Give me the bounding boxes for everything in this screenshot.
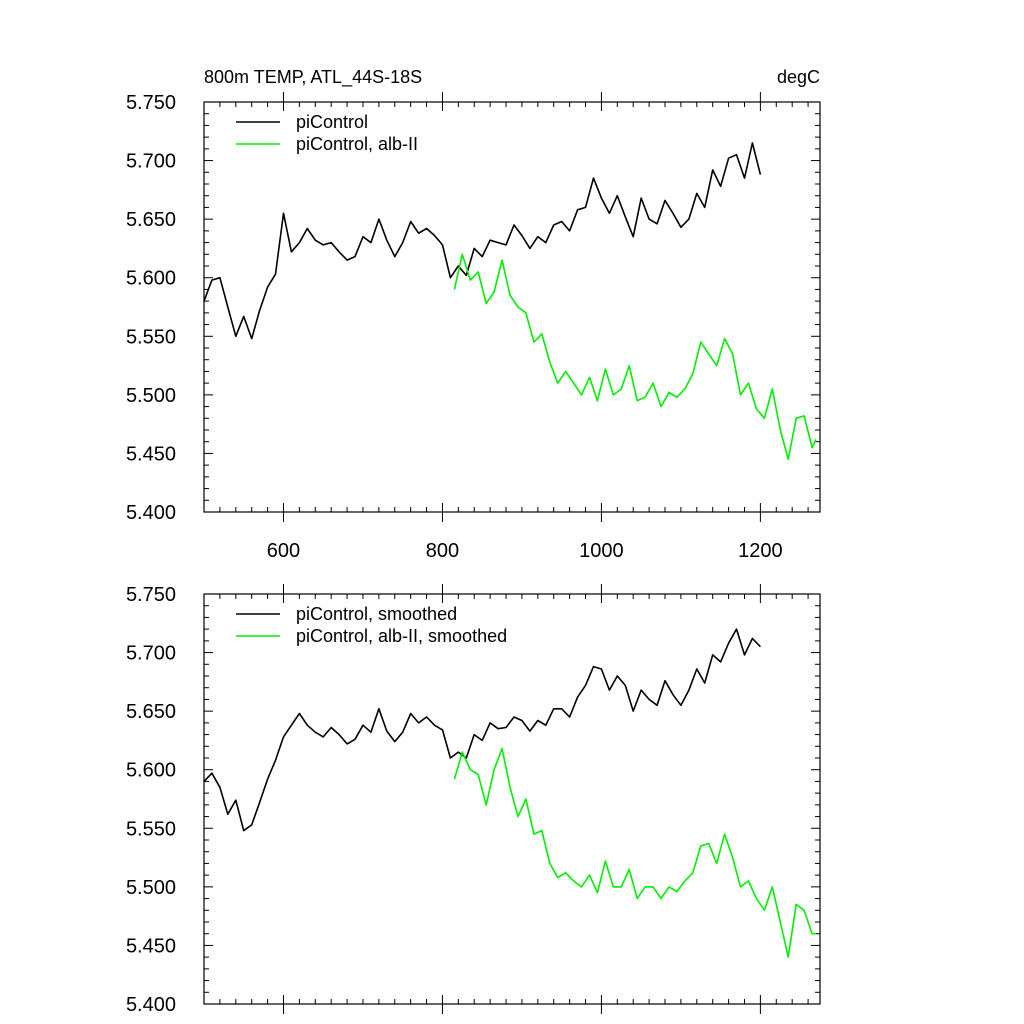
units-label: degC [777,67,820,87]
y-tick-label: 5.400 [126,994,176,1016]
y-tick-label: 5.600 [126,268,176,290]
y-tick-label: 5.450 [126,935,176,957]
legend-label: piControl [296,112,368,132]
top-panel: 5.400 5.450 5.500 5.550 5.600 5.650 5.700 5.750… [126,92,821,562]
y-tick-label: 5.700 [126,643,176,665]
y-tick-label: 5.450 [126,443,176,465]
y-tick-label: 5.550 [126,818,176,840]
y-tick-label: 5.400 [126,502,176,524]
y-tick-label: 5.750 [126,584,176,606]
legend-label: piControl, alb-II, smoothed [296,626,507,646]
series-line-2 [453,253,817,461]
y-tick-label: 5.650 [126,701,176,723]
y-tick-label: 5.700 [126,151,176,173]
series-line-1 [203,142,762,340]
y-tick-label: 5.500 [126,877,176,899]
plot-frame [203,101,821,513]
y-tick-label: 5.750 [126,92,176,114]
x-tick-label: 800 [426,540,459,562]
plot-frame [203,593,821,1005]
legend-label: piControl, alb-II [296,134,418,154]
chart-title: 800m TEMP, ATL_44S-18S [204,67,422,88]
x-tick-label: 1000 [579,540,624,562]
y-tick-label: 5.550 [126,326,176,348]
y-tick-label: 5.600 [126,760,176,782]
series-line-1 [203,628,761,832]
bottom-panel: 5.400 5.450 5.500 5.550 5.600 5.650 5.700 5.750… [126,584,821,1016]
y-tick-label: 5.500 [126,385,176,407]
x-tick-label: 1200 [738,540,783,562]
series-line-2 [453,747,816,958]
y-tick-label: 5.650 [126,209,176,231]
x-tick-label: 600 [267,540,300,562]
legend-label: piControl, smoothed [296,604,457,624]
